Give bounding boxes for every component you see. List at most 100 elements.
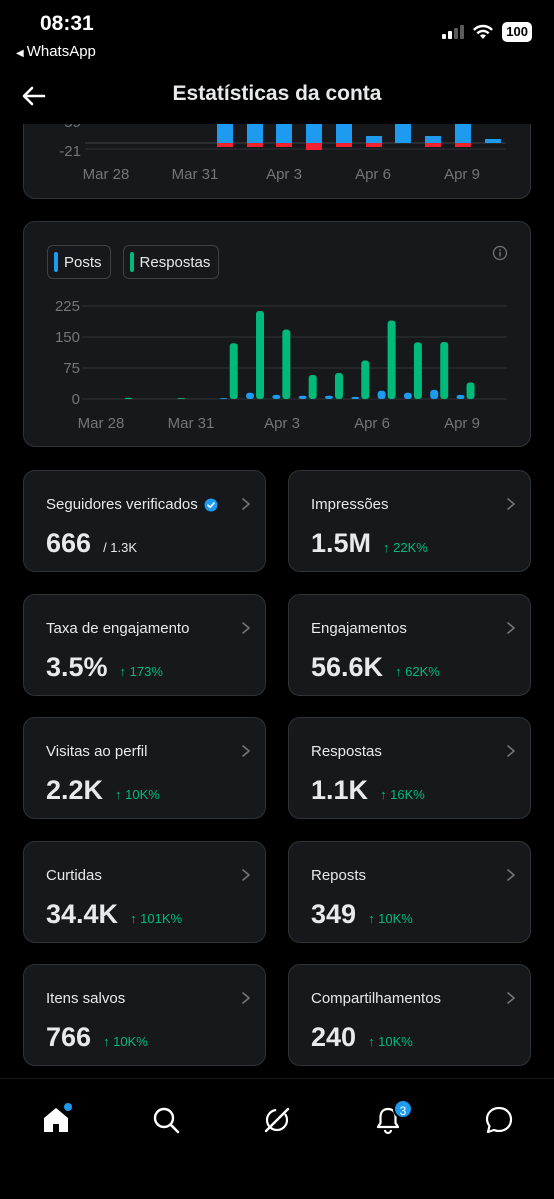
posts-bar[interactable] <box>272 394 281 399</box>
posts-bar[interactable] <box>430 389 439 399</box>
notifications-badge: 3 <box>393 1099 413 1119</box>
y-tick-label: 150 <box>55 329 80 346</box>
top-chart-bar[interactable] <box>366 136 382 143</box>
chevron-right-icon <box>242 869 250 881</box>
posts-bar[interactable] <box>377 390 386 399</box>
messages-icon[interactable] <box>484 1105 514 1135</box>
back-app-label: WhatsApp <box>26 43 96 60</box>
grok-icon[interactable] <box>262 1105 292 1135</box>
metric-title-row: Engajamentos <box>311 620 407 637</box>
metric-card[interactable]: Reposts 349 ↑ 10K% <box>288 841 531 943</box>
top-chart-bar[interactable] <box>247 123 263 143</box>
metric-delta: ↑ 10K% <box>115 787 160 802</box>
metric-value-row: 34.4K ↑ 101K% <box>46 899 182 930</box>
top-chart-negative-bar[interactable] <box>306 143 322 150</box>
top-chart-negative-bar[interactable] <box>276 143 292 147</box>
top-chart-bar[interactable] <box>395 123 411 143</box>
metric-card[interactable]: Compartilhamentos 240 ↑ 10K% <box>288 964 531 1066</box>
posts-bar[interactable] <box>246 392 255 399</box>
chart-legend: Posts Respostas <box>47 245 220 279</box>
bottom-navigation: 3 <box>0 1078 554 1199</box>
back-arrow-icon[interactable] <box>18 80 50 112</box>
top-chart-negative-bar[interactable] <box>247 143 263 147</box>
replies-bar[interactable] <box>308 375 317 399</box>
posts-bar[interactable] <box>298 395 307 399</box>
top-chart-bar[interactable] <box>455 123 471 143</box>
x-tick-label: Apr 6 <box>354 415 390 432</box>
metric-total: / 1.3K <box>103 540 138 555</box>
top-chart-negative-bar[interactable] <box>455 143 471 147</box>
metric-title-row: Reposts <box>311 867 366 884</box>
replies-bar[interactable] <box>466 382 475 399</box>
replies-bar[interactable] <box>229 343 238 399</box>
chevron-right-icon <box>507 498 515 510</box>
metric-card[interactable]: Respostas 1.1K ↑ 16K% <box>288 717 531 819</box>
posts-bar[interactable] <box>403 392 412 399</box>
metric-title-row: Compartilhamentos <box>311 990 441 1007</box>
metric-title: Compartilhamentos <box>311 990 442 1007</box>
metric-card[interactable]: Engajamentos 56.6K ↑ 62K% <box>288 594 531 696</box>
replies-bar[interactable] <box>177 398 186 399</box>
search-icon[interactable] <box>151 1105 181 1135</box>
posts-bar[interactable] <box>456 394 465 399</box>
chevron-right-icon <box>242 745 250 757</box>
top-chart-negative-bar[interactable] <box>336 143 352 147</box>
legend-replies-toggle[interactable]: Respostas <box>122 245 220 279</box>
home-icon[interactable] <box>41 1105 71 1135</box>
metric-card[interactable]: Seguidores verificados 666 / 1.3K <box>23 470 266 572</box>
metric-value: 56.6K <box>311 652 384 682</box>
top-chart-negative-bar[interactable] <box>366 143 382 147</box>
metric-title: Curtidas <box>46 867 102 884</box>
x-tick-label: Apr 9 <box>444 166 480 183</box>
top-chart-bar[interactable] <box>217 123 233 143</box>
metric-value-row: 56.6K ↑ 62K% <box>311 652 440 683</box>
metric-title: Taxa de engajamento <box>46 620 190 637</box>
info-icon[interactable] <box>492 245 508 261</box>
x-tick-label: Mar 28 <box>83 166 130 183</box>
signal-icon <box>442 25 465 39</box>
metric-value: 2.2K <box>46 775 104 805</box>
clock: 08:31 <box>40 12 94 35</box>
system-icons: 100 <box>442 22 532 42</box>
replies-bar[interactable] <box>361 360 370 399</box>
legend-posts-label: Posts <box>64 253 102 271</box>
metric-value: 1.5M <box>311 528 372 558</box>
metric-value: 766 <box>46 1022 92 1052</box>
replies-bar[interactable] <box>413 342 422 399</box>
replies-bar[interactable] <box>124 397 133 399</box>
back-triangle-icon: ◀ <box>16 48 24 59</box>
metric-card[interactable]: Itens salvos 766 ↑ 10K% <box>23 964 266 1066</box>
back-to-app-link[interactable]: ◀ WhatsApp <box>16 43 96 60</box>
metric-value-row: 666 / 1.3K <box>46 528 137 559</box>
page-title: Estatísticas da conta <box>172 82 382 105</box>
legend-posts-toggle[interactable]: Posts <box>47 245 111 279</box>
chevron-right-icon <box>507 992 515 1004</box>
x-tick-label: Mar 31 <box>172 166 219 183</box>
top-chart-bar[interactable] <box>336 123 352 143</box>
top-chart-negative-bar[interactable] <box>425 143 441 147</box>
replies-bar[interactable] <box>256 310 265 399</box>
replies-bar[interactable] <box>440 341 449 399</box>
metric-card[interactable]: Taxa de engajamento 3.5% ↑ 173% <box>23 594 266 696</box>
posts-bar[interactable] <box>219 398 228 399</box>
top-chart-bar[interactable] <box>276 123 292 143</box>
top-chart-bar[interactable] <box>306 123 322 143</box>
metric-card[interactable]: Visitas ao perfil 2.2K ↑ 10K% <box>23 717 266 819</box>
top-chart-bar[interactable] <box>425 136 441 143</box>
posts-bar[interactable] <box>324 395 333 399</box>
top-chart-bar[interactable] <box>485 139 501 143</box>
top-chart-negative-bar[interactable] <box>217 143 233 147</box>
metric-card[interactable]: Curtidas 34.4K ↑ 101K% <box>23 841 266 943</box>
verified-badge-icon <box>204 498 218 511</box>
page-header: Estatísticas da conta <box>0 70 554 124</box>
replies-bar[interactable] <box>387 320 396 399</box>
x-tick-label: Apr 6 <box>355 166 391 183</box>
replies-bar[interactable] <box>282 329 291 399</box>
metric-card[interactable]: Impressões 1.5M ↑ 22K% <box>288 470 531 572</box>
posts-bar[interactable] <box>351 396 360 399</box>
legend-replies-swatch <box>129 252 134 272</box>
notifications-bell-icon[interactable] <box>373 1105 403 1135</box>
metric-value: 666 <box>46 528 92 558</box>
replies-bar[interactable] <box>334 372 343 399</box>
x-tick-label: Apr 3 <box>266 166 302 183</box>
